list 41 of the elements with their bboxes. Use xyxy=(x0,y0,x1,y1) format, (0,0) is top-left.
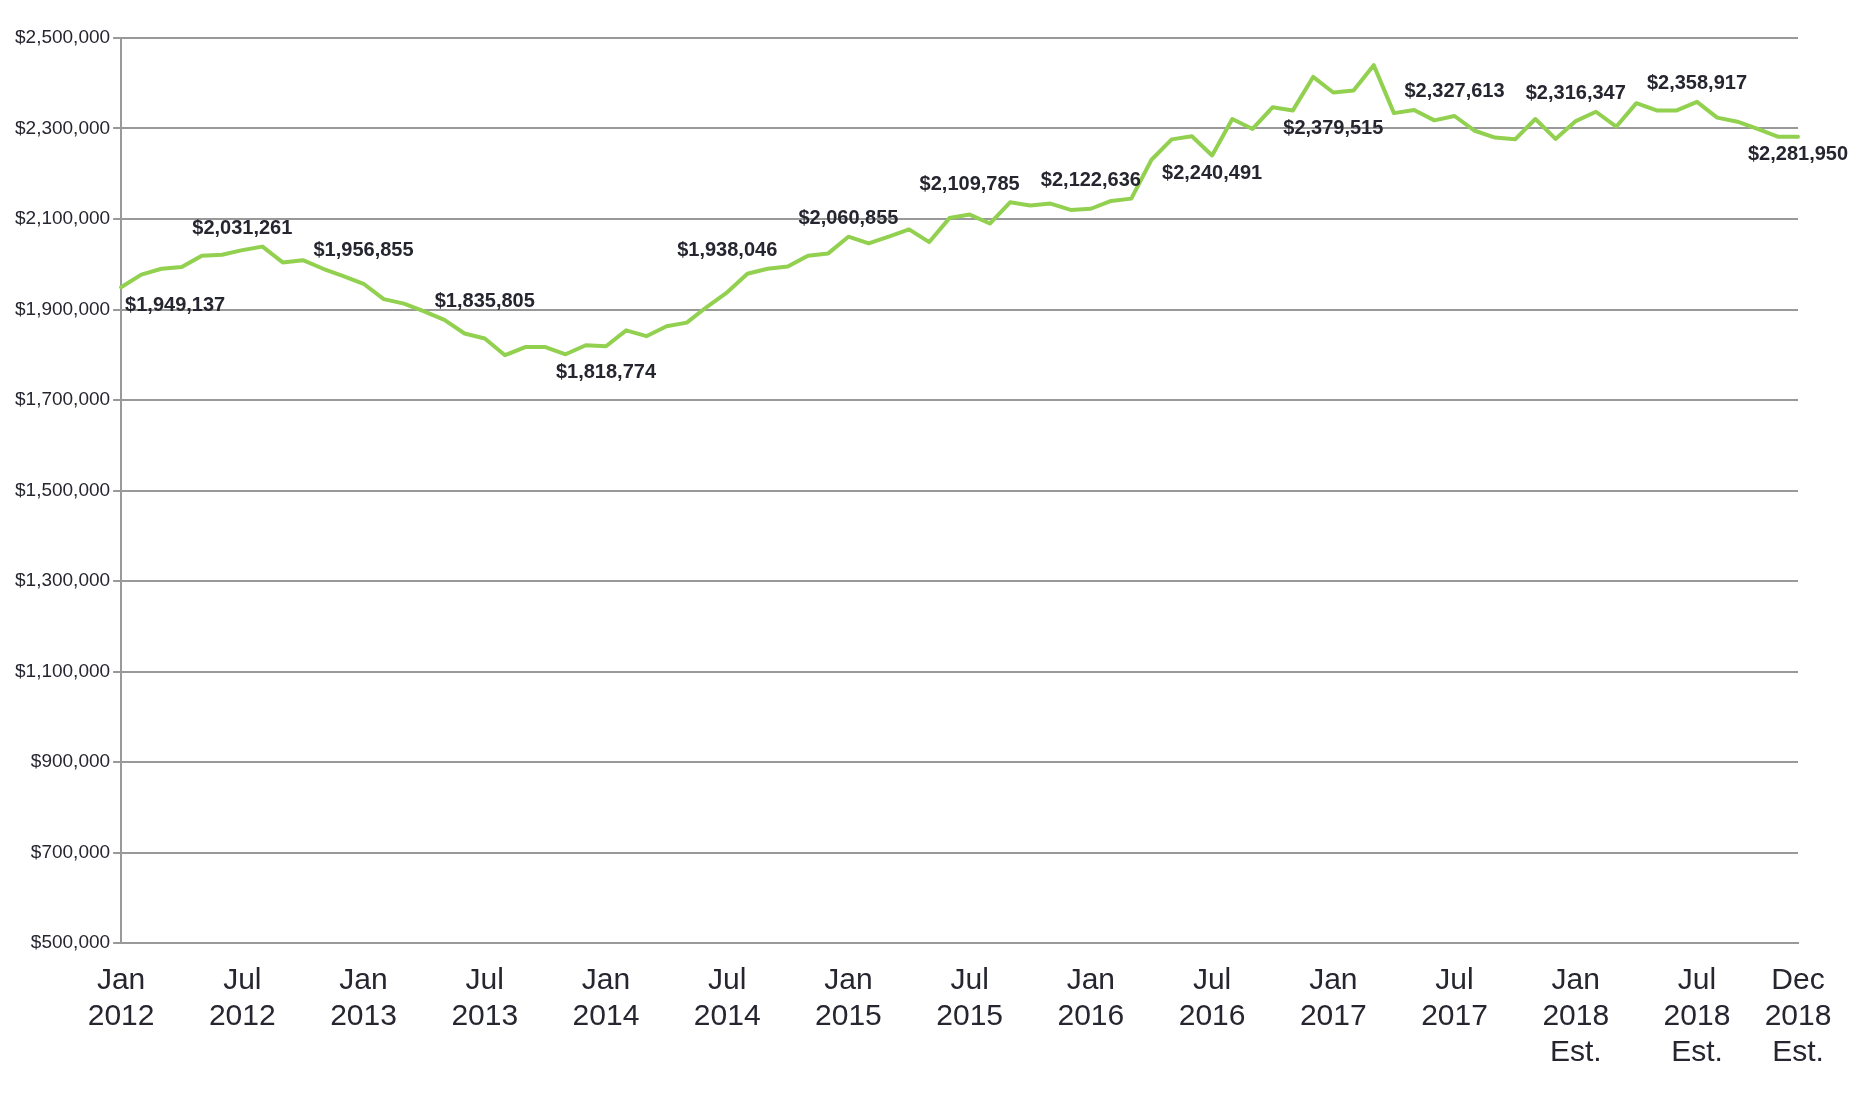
x-tick-label: Jan 2018 Est. xyxy=(1542,962,1610,1068)
data-label: $2,031,261 xyxy=(192,216,293,239)
y-tick-label: $1,100,000 xyxy=(15,659,111,681)
y-tick-label: $2,500,000 xyxy=(15,26,111,48)
y-tick-label: $700,000 xyxy=(30,840,111,862)
x-tick-label: Jan 2016 xyxy=(1057,962,1125,1032)
data-label: $1,949,137 xyxy=(125,292,226,315)
y-tick-label: $1,500,000 xyxy=(15,478,111,500)
x-tick-label: Jan 2014 xyxy=(572,962,640,1032)
data-label: $2,316,347 xyxy=(1525,81,1626,104)
x-tick-label: Dec 2018 Est. xyxy=(1764,962,1832,1068)
x-tick-label: Jan 2012 xyxy=(87,962,155,1032)
x-tick-label: Jul 2012 xyxy=(208,962,276,1032)
data-label: $2,240,491 xyxy=(1162,160,1263,183)
data-label: $2,379,515 xyxy=(1283,115,1384,138)
x-tick-label: Jul 2014 xyxy=(693,962,761,1032)
x-tick-label: Jul 2016 xyxy=(1178,962,1246,1032)
data-label: $2,281,950 xyxy=(1747,142,1849,165)
data-label: $2,060,855 xyxy=(798,206,899,229)
data-label: $2,122,636 xyxy=(1040,168,1141,191)
x-tick-label: Jul 2017 xyxy=(1421,962,1488,1032)
data-label: $2,327,613 xyxy=(1404,79,1505,102)
y-tick-label: $2,300,000 xyxy=(15,116,111,138)
y-tick-label: $900,000 xyxy=(30,750,111,772)
x-tick-label: Jan 2013 xyxy=(330,962,397,1032)
y-tick-label: $1,900,000 xyxy=(15,297,111,319)
y-tick-label: $500,000 xyxy=(30,931,111,953)
x-tick-label: Jul 2018 Est. xyxy=(1663,962,1731,1068)
data-label: $1,956,855 xyxy=(313,238,414,261)
x-tick-label: Jan 2017 xyxy=(1299,962,1367,1032)
data-label: $1,835,805 xyxy=(434,289,535,312)
data-label: $1,938,046 xyxy=(677,238,778,261)
y-tick-label: $1,300,000 xyxy=(15,569,111,591)
data-label: $2,358,917 xyxy=(1646,71,1748,94)
y-tick-label: $2,100,000 xyxy=(15,207,111,229)
x-tick-label: Jul 2015 xyxy=(936,962,1004,1032)
y-tick-label: $1,700,000 xyxy=(15,388,111,410)
x-tick-label: Jul 2013 xyxy=(451,962,519,1032)
x-tick-label: Jan 2015 xyxy=(815,962,882,1032)
data-label: $1,818,774 xyxy=(555,359,657,382)
data-label: $2,109,785 xyxy=(919,171,1020,194)
